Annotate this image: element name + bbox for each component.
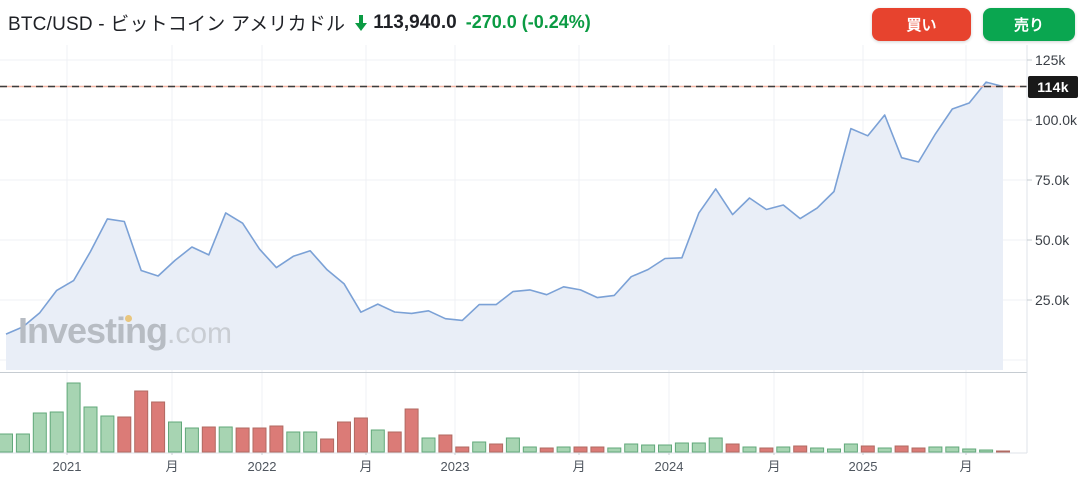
volume-bar	[776, 446, 791, 453]
x-axis-label: 2024	[654, 459, 684, 474]
volume-bar	[979, 449, 994, 453]
x-axis-label: 月	[165, 459, 179, 474]
x-axis-label: 月	[572, 459, 586, 474]
volume-bar	[607, 447, 622, 453]
volume-bar	[759, 447, 774, 453]
volume-bar	[641, 444, 656, 453]
volume-bar	[168, 421, 182, 453]
volume-bar	[370, 429, 385, 453]
volume-bar	[996, 450, 1010, 453]
instrument-title: BTC/USD - ビットコイン アメリカドル	[8, 14, 346, 35]
y-axis-label: 50.0k	[1035, 232, 1070, 248]
last-price: 113,940.0	[373, 11, 457, 33]
volume-bar	[472, 441, 487, 453]
volume-bar	[252, 427, 267, 453]
volume-bar	[337, 421, 351, 453]
volume-bar	[83, 406, 98, 453]
volume-bar	[134, 390, 149, 453]
buy-button[interactable]: 買い	[872, 8, 971, 41]
volume-bar	[742, 446, 757, 453]
x-axis-label: 月	[767, 459, 781, 474]
current-price-badge: 114k	[1028, 75, 1078, 98]
volume-bar	[827, 448, 841, 453]
volume-bar	[556, 446, 571, 453]
x-axis-label: 月	[959, 459, 973, 474]
instrument-header: BTC/USD - ビットコイン アメリカドル 113,940.0 -270.0…	[0, 0, 1083, 45]
y-axis-label: 25.0k	[1035, 292, 1070, 308]
volume-bar	[286, 431, 301, 453]
x-axis-label: 2025	[848, 459, 878, 474]
x-axis-label: 月	[359, 459, 373, 474]
volume-bar	[624, 443, 639, 453]
volume-bar	[928, 446, 943, 453]
volume-bar	[32, 412, 47, 453]
volume-bar	[894, 445, 909, 453]
volume-bar	[320, 438, 335, 453]
volume-bar	[658, 444, 672, 453]
volume-bar	[66, 382, 81, 453]
x-axis-label: 2022	[247, 459, 277, 474]
volume-bar	[945, 446, 960, 453]
volume-bar	[505, 437, 520, 453]
volume-bar	[303, 431, 318, 453]
volume-bar	[117, 416, 132, 453]
volume-bar	[691, 442, 706, 453]
volume-bar	[590, 446, 605, 453]
y-axis-label: 100.0k	[1035, 112, 1078, 128]
volume-bar	[100, 415, 115, 453]
price-change: -270.0 (-0.24%)	[465, 12, 591, 32]
volume-bar	[522, 446, 537, 453]
chart-area: Investing.com 125k 100.0k 75.0k 50.0k 25.0k …	[0, 45, 1083, 474]
volume-bar	[184, 427, 199, 453]
volume-bar	[539, 447, 554, 453]
volume-bar	[353, 417, 368, 453]
volume-bar	[404, 408, 419, 453]
volume-bar	[725, 443, 740, 453]
volume-bar	[810, 447, 825, 453]
volume-bar	[235, 427, 250, 453]
volume-bar	[218, 426, 233, 453]
volume-bar	[421, 437, 436, 453]
volume-bar	[49, 411, 64, 453]
y-axis-label: 75.0k	[1035, 172, 1070, 188]
volume-bar	[0, 433, 13, 453]
volume-bar	[151, 401, 166, 453]
volume-bar	[15, 433, 30, 453]
volume-bar	[489, 443, 504, 453]
sell-button[interactable]: 売り	[983, 8, 1075, 41]
price-chart[interactable]	[0, 45, 1083, 455]
x-axis-label: 2021	[52, 459, 82, 474]
volume-bar	[674, 442, 689, 453]
price-line	[5, 81, 1004, 335]
price-area	[6, 82, 1003, 370]
volume-bar	[962, 448, 977, 453]
volume-bar	[877, 447, 892, 453]
volume-bar	[708, 437, 723, 453]
trade-buttons: 買い 売り	[872, 8, 1075, 41]
x-axis-label: 2023	[440, 459, 470, 474]
price-down-arrow-icon	[355, 14, 368, 31]
volume-bar	[387, 431, 402, 453]
volume-bar	[573, 446, 588, 453]
volume-bar	[843, 443, 858, 453]
volume-bar	[455, 446, 470, 453]
y-axis-label: 125k	[1035, 52, 1066, 68]
volume-bar	[793, 445, 808, 453]
volume-bar	[201, 426, 216, 453]
volume-bar	[860, 445, 875, 453]
volume-bar	[911, 447, 926, 453]
volume-bar	[269, 425, 284, 453]
volume-bar	[438, 434, 453, 453]
